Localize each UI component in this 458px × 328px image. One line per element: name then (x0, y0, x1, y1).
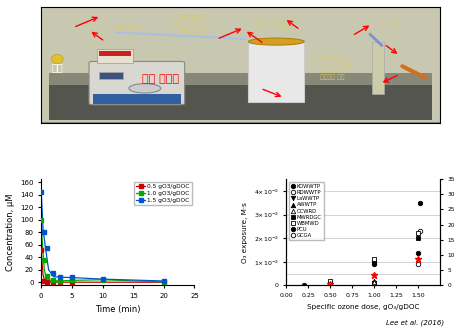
RDWWTP (371, 258, 377, 262)
Bar (248, 42, 304, 102)
Bar (49, 73, 432, 85)
Line: LaWWTP: LaWWTP (328, 281, 376, 286)
WBMWD (327, 279, 333, 283)
WBMWD (415, 232, 420, 236)
Line: KOWWTP: KOWWTP (302, 200, 422, 287)
X-axis label: Specific ozone dose, gO₃/gDOC: Specific ozone dose, gO₃/gDOC (307, 303, 420, 310)
Ellipse shape (51, 54, 63, 64)
Line: WBMWD: WBMWD (328, 231, 420, 283)
Y-axis label: Concentration, μM: Concentration, μM (5, 194, 15, 271)
RDWWTP (327, 281, 333, 285)
Text: O₃ stock
1-1.3 mM: O₃ stock 1-1.3 mM (256, 18, 289, 31)
FancyArrowPatch shape (116, 32, 245, 39)
FancyBboxPatch shape (31, 7, 450, 123)
FancyBboxPatch shape (89, 61, 185, 105)
Circle shape (129, 84, 161, 93)
Y-axis label: O₃ exposure, M·s: O₃ exposure, M·s (242, 202, 248, 263)
Legend: 0.5 gO3/gDOC, 1.0 gO3/gDOC, 1.5 gO3/gDOC: 0.5 gO3/gDOC, 1.0 gO3/gDOC, 1.5 gO3/gDOC (134, 182, 191, 205)
Text: Bottle 2
pH 5.6 PBS
NOx 제거: Bottle 2 pH 5.6 PBS NOx 제거 (174, 14, 212, 34)
FancyArrowPatch shape (402, 66, 425, 78)
Bar (372, 42, 384, 94)
Text: Bottle 3
100g/L RT용액
오존 생성 및
파래여부 확인: Bottle 3 100g/L RT용액 오존 생성 및 파래여부 확인 (313, 55, 351, 80)
FancyArrowPatch shape (370, 34, 382, 46)
Text: Bottle 1
공병: Bottle 1 공병 (115, 26, 142, 39)
Bar (99, 51, 131, 56)
Text: Lee et al. (2016): Lee et al. (2016) (386, 320, 444, 326)
Text: 오존 생성기: 오존 생성기 (142, 74, 179, 84)
Line: RDWWTP: RDWWTP (328, 229, 422, 285)
RDWWTP (417, 229, 422, 233)
Text: 산소: 산소 (51, 62, 63, 72)
KOWWTP (371, 262, 377, 266)
Line: MWRDGC: MWRDGC (372, 236, 420, 265)
MWRDGC (415, 236, 420, 240)
Legend: KOWWTP, RDWWTP, LaWWTP, AWWTP, CCWRD, MWRDGC, WBMWD, PCU, GCGA: KOWWTP, RDWWTP, LaWWTP, AWWTP, CCWRD, MW… (289, 182, 324, 240)
MWRDGC (371, 261, 377, 265)
Bar (97, 49, 133, 63)
KOWWTP (301, 283, 307, 287)
X-axis label: Time (min): Time (min) (95, 305, 141, 314)
LaWWTP (371, 281, 377, 285)
AWWTP (327, 280, 333, 284)
Bar (99, 72, 123, 79)
AWWTP (371, 279, 377, 283)
Ellipse shape (248, 38, 304, 45)
KOWWTP (417, 201, 422, 205)
Line: AWWTP: AWWTP (328, 278, 376, 285)
WBMWD (371, 257, 377, 261)
Bar (49, 85, 432, 120)
LaWWTP (327, 282, 333, 286)
Bar (93, 94, 180, 104)
Text: 오존파괴기: 오존파괴기 (381, 21, 403, 28)
